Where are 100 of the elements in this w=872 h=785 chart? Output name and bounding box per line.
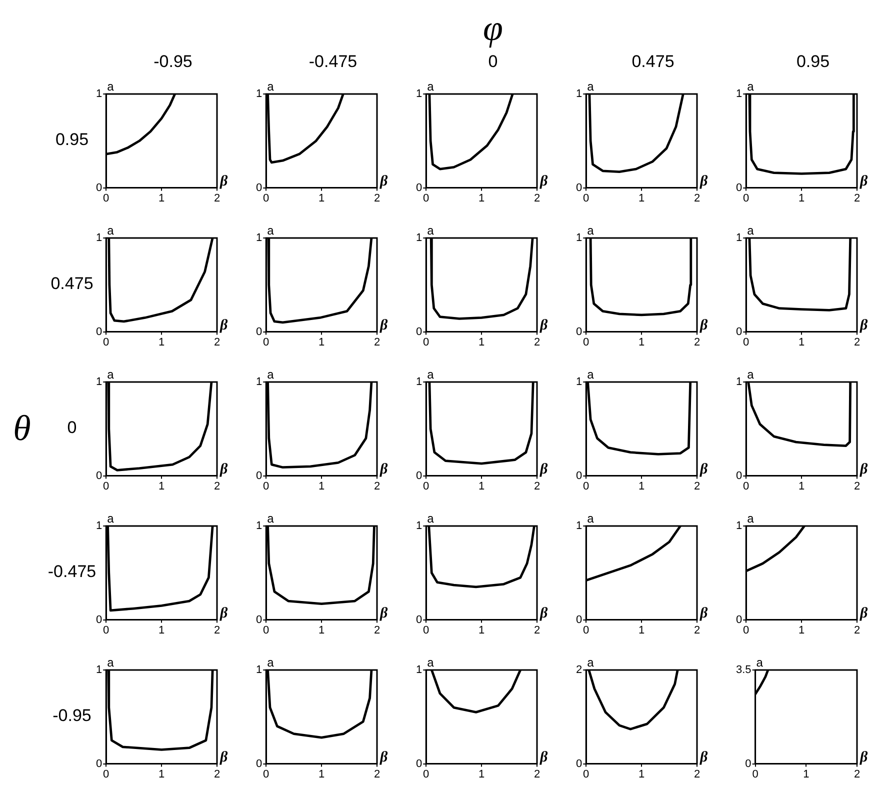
y-tick-label: 0 (416, 326, 422, 338)
y-tick-label: 1 (416, 232, 422, 244)
chart-title: -0.95 (154, 52, 192, 72)
x-tick-label: 1 (638, 624, 645, 636)
x-axis-title: β (379, 174, 388, 190)
y-axis-title: a (267, 79, 274, 94)
chart-title: 0.95 (796, 52, 830, 72)
x-tick-label: 2 (534, 192, 540, 204)
x-axis-title: β (539, 750, 548, 766)
x-tick-label: 2 (534, 480, 540, 492)
x-tick-label: 2 (854, 768, 860, 780)
y-tick-label: 0 (96, 182, 102, 194)
x-tick-label: 1 (478, 768, 485, 780)
y-tick-label: 1 (576, 232, 582, 244)
x-tick-label: 1 (798, 192, 805, 204)
y-tick-label: 1 (416, 88, 422, 100)
x-tick-label: 2 (694, 192, 700, 204)
y-tick-label: 1 (96, 232, 102, 244)
x-axis-title: β (539, 318, 548, 334)
x-tick-label: 1 (798, 480, 805, 492)
y-axis-title: a (427, 655, 434, 670)
text: θ (13, 407, 31, 449)
y-tick-label: 3.5 (736, 664, 752, 676)
y-tick-label: 0 (256, 182, 262, 194)
x-tick-label: 2 (534, 768, 540, 780)
x-tick-label: 2 (214, 768, 220, 780)
y-axis-title: a (107, 511, 114, 526)
x-axis-title: β (539, 174, 548, 190)
y-axis-title: a (427, 79, 434, 94)
y-axis-title: a (267, 223, 274, 238)
x-tick-label: 1 (158, 192, 165, 204)
y-tick-label: 1 (736, 88, 742, 100)
y-tick-label: 1 (576, 520, 582, 532)
x-tick-label: 1 (318, 624, 325, 636)
y-tick-label: 1 (96, 376, 102, 388)
y-tick-label: 1 (576, 376, 582, 388)
y-axis-title: a (427, 367, 434, 382)
y-tick-label: 2 (576, 664, 582, 676)
x-tick-label: 2 (214, 624, 220, 636)
y-tick-label: 1 (256, 520, 262, 532)
x-tick-label: 2 (694, 480, 700, 492)
x-tick-label: 2 (374, 192, 380, 204)
x-tick-label: 2 (694, 768, 700, 780)
x-tick-label: 1 (318, 192, 325, 204)
x-axis-title: β (699, 318, 708, 334)
y-axis-title: a (747, 367, 754, 382)
y-axis-title: a (756, 655, 764, 670)
y-tick-label: 1 (576, 88, 582, 100)
y-tick-label: 0 (256, 326, 262, 338)
x-tick-label: 2 (214, 480, 220, 492)
y-tick-label: 0 (416, 614, 422, 626)
x-tick-label: 1 (318, 768, 325, 780)
y-tick-label: 0 (96, 470, 102, 482)
x-tick-label: 1 (318, 336, 325, 348)
x-axis-title: β (539, 606, 548, 622)
x-axis-title: β (699, 750, 708, 766)
x-tick-label: 1 (158, 336, 165, 348)
chart-title: 0 (488, 52, 498, 72)
x-tick-label: 2 (854, 624, 860, 636)
y-tick-label: 1 (256, 232, 262, 244)
y-tick-label: 1 (416, 664, 422, 676)
y-tick-label: 0 (576, 758, 582, 770)
x-tick-label: 2 (854, 192, 860, 204)
x-axis-title: β (379, 318, 388, 334)
x-axis-title: β (379, 606, 388, 622)
text: 0.95 (55, 130, 89, 150)
y-tick-label: 0 (256, 758, 262, 770)
x-tick-label: 1 (478, 480, 485, 492)
y-axis-title: a (747, 511, 754, 526)
text: 0 (67, 418, 77, 438)
y-tick-label: 0 (416, 470, 422, 482)
y-axis-title: a (107, 367, 114, 382)
y-tick-label: 0 (576, 182, 582, 194)
y-tick-label: 1 (416, 520, 422, 532)
x-axis-title: β (699, 174, 708, 190)
x-axis-title: β (859, 462, 868, 478)
text: 0.475 (50, 274, 94, 294)
y-tick-label: 1 (736, 376, 742, 388)
x-tick-label: 2 (214, 336, 220, 348)
x-axis-title: β (859, 174, 868, 190)
y-tick-label: 0 (96, 326, 102, 338)
x-axis-title: β (699, 462, 708, 478)
x-axis-title: β (219, 750, 228, 766)
y-axis-title: a (107, 655, 114, 670)
x-tick-label: 1 (638, 336, 645, 348)
x-tick-label: 1 (798, 624, 805, 636)
y-tick-label: 1 (256, 664, 262, 676)
x-tick-label: 1 (638, 768, 645, 780)
y-tick-label: 1 (96, 88, 102, 100)
x-axis-title: β (219, 174, 228, 190)
x-tick-label: 2 (854, 336, 860, 348)
text: -0.95 (52, 706, 92, 726)
y-tick-label: 0 (256, 470, 262, 482)
chart-title: 0.475 (632, 52, 674, 72)
y-axis-title: a (427, 511, 434, 526)
x-axis-title: β (219, 318, 228, 334)
y-tick-label: 0 (576, 470, 582, 482)
y-axis-title: a (107, 79, 114, 94)
y-axis-title: a (267, 655, 274, 670)
y-axis-title: a (587, 223, 594, 238)
